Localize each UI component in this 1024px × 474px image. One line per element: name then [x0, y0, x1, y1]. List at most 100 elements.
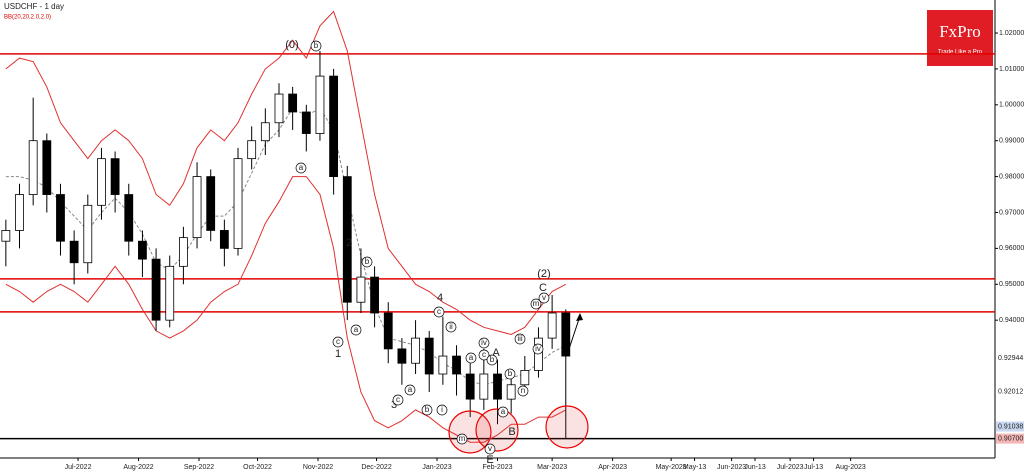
annotation-circle: [478, 349, 490, 361]
wave-label: A: [492, 347, 500, 359]
x-tick-label: Nov-2022: [303, 464, 333, 471]
wave-label: m: [459, 434, 466, 443]
price-label-box: [996, 353, 1024, 364]
wave-label: a: [469, 353, 474, 362]
arrow-head: [576, 313, 583, 321]
price-label-box: [996, 433, 1024, 444]
candle-body: [56, 194, 65, 242]
candle-body: [206, 176, 216, 231]
wave-label: B: [508, 426, 515, 438]
annotation-circle: [421, 404, 433, 416]
wave-label: v: [488, 444, 492, 453]
wave-label: c: [437, 307, 441, 316]
annotation-circle: [332, 336, 344, 348]
wave-label: iii: [517, 334, 523, 343]
wave-label: (0): [285, 39, 298, 51]
candle-body: [274, 93, 284, 124]
annotation-circle: [310, 40, 322, 52]
wave-label: b: [490, 355, 495, 364]
annotation-circle: [504, 368, 516, 380]
annotation-circle: [497, 406, 509, 418]
x-tick-label: Aug-2023: [835, 464, 865, 471]
y-tick-label: 1.00000: [999, 102, 1024, 109]
annotation-circle: [436, 404, 448, 416]
candle-body: [301, 111, 311, 134]
y-tick-label: 0.97000: [999, 209, 1024, 216]
x-tick-label: Jan-2023: [422, 464, 451, 471]
annotation-circle: [465, 352, 477, 364]
candle-body: [260, 122, 270, 142]
x-tick-label: Feb-2023: [483, 464, 513, 471]
x-tick-label: Aug-2022: [123, 464, 153, 471]
x-tick-label: Jul-13: [804, 464, 823, 471]
annotation-circle: [530, 298, 542, 310]
price-label: 0.92944: [998, 355, 1023, 362]
candle-body: [288, 93, 298, 113]
annotation-circle: [433, 306, 445, 318]
highlight-circle: [475, 408, 519, 452]
x-tick-label: Apr-2023: [598, 464, 627, 471]
x-tick-label: Oct-2022: [243, 464, 272, 471]
candle-body: [342, 176, 352, 303]
candle-body: [561, 312, 571, 357]
wave-label: (2): [537, 268, 550, 280]
x-tick-label: May-13: [683, 464, 706, 471]
wave-label: b: [508, 369, 513, 378]
candle-body: [192, 176, 202, 239]
candle-body: [424, 337, 434, 375]
candle-body: [83, 204, 93, 264]
candle-body: [397, 348, 407, 364]
candle-body: [1, 230, 11, 242]
candle-body: [151, 258, 161, 321]
y-tick-label: 0.99000: [999, 138, 1024, 145]
annotation-circle: [456, 433, 468, 445]
candle-body: [547, 312, 557, 339]
wave-label: n: [521, 386, 525, 395]
candle-body: [124, 194, 134, 242]
wave-label: c: [336, 337, 340, 346]
y-tick-label: 0.94000: [999, 317, 1024, 324]
x-tick-label: Jun-13: [744, 464, 766, 471]
x-tick-label: Mar-2023: [537, 464, 567, 471]
chart-title: USDCHF - 1 day: [4, 2, 64, 11]
wave-label: ii: [449, 322, 453, 331]
candle-body: [110, 158, 120, 195]
candle-body: [219, 230, 229, 249]
annotation-circle: [532, 343, 544, 355]
candle-body: [479, 373, 489, 400]
wave-label: iv: [481, 338, 487, 347]
y-tick-label: 0.95000: [999, 281, 1024, 288]
annotation-circle: [361, 256, 373, 268]
candle-body: [452, 355, 461, 375]
wave-label: b: [425, 405, 430, 414]
wave-label: C: [539, 282, 547, 294]
annotation-circle: [404, 384, 416, 396]
logo-tagline: Trade Like a Pro: [938, 50, 983, 56]
x-tick-label: Jun-2023: [717, 464, 746, 471]
annotation-circle: [517, 385, 529, 397]
logo-brand: FxPro: [939, 22, 981, 41]
candle-body: [69, 240, 79, 264]
annotation-circle: [445, 321, 457, 333]
bollinger-band: [5, 10, 567, 336]
annotation-circle: [538, 292, 550, 304]
candle-body: [356, 276, 366, 303]
candle-body: [233, 158, 243, 249]
x-tick-label: Sep-2022: [184, 464, 214, 471]
wave-label: c: [396, 395, 400, 404]
wave-label: 4: [437, 292, 443, 304]
bollinger-band: [5, 176, 567, 443]
y-tick-label: 0.96000: [999, 245, 1024, 252]
y-tick-label: 0.98000: [999, 173, 1024, 180]
wave-label: iv: [535, 344, 541, 353]
x-tick-label: Jul-2023: [777, 464, 804, 471]
annotation-circle: [514, 333, 526, 345]
price-label: 0.90700: [998, 435, 1023, 442]
x-tick-label: Jul-2022: [65, 464, 92, 471]
price-label-box: [996, 386, 1024, 397]
annotation-circle: [295, 162, 307, 174]
candle-body: [178, 237, 188, 267]
wave-label: m: [533, 299, 540, 308]
candle-body: [15, 194, 24, 231]
